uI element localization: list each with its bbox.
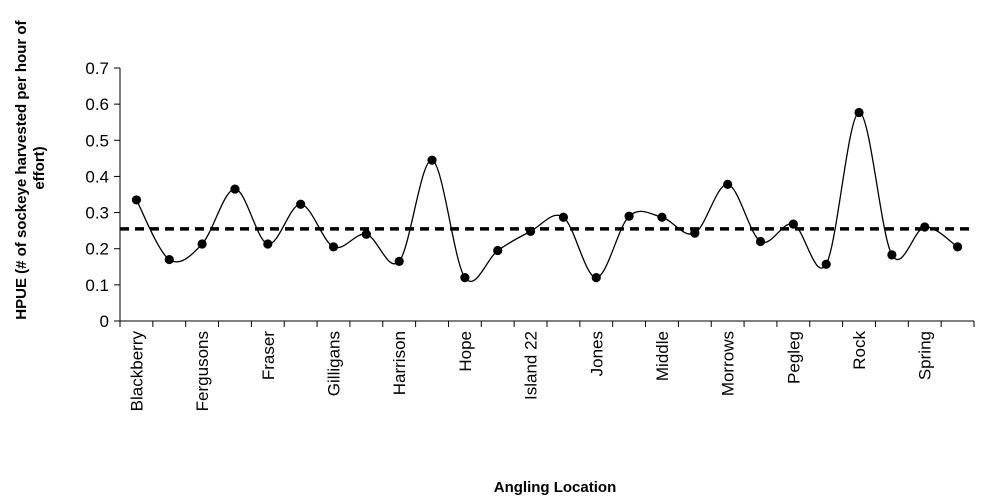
series-layer (135, 111, 958, 282)
data-point (164, 254, 174, 265)
y-tick-label: 0.1 (85, 276, 109, 295)
y-tick-label: 0.2 (85, 240, 109, 259)
data-point (131, 195, 142, 205)
labels-layer: 0 0.1 0.2 0.3 0.4 0.5 0.6 0.7 Blackberry Ferguson… (85, 59, 934, 411)
data-point (657, 212, 667, 222)
x-tick-label: Hope (456, 331, 475, 372)
data-point (460, 273, 470, 283)
x-tick-label: Spring (916, 331, 935, 380)
data-point (788, 219, 798, 229)
y-tick-label: 0.3 (85, 204, 109, 223)
y-axis-title-line-2: effort) (31, 146, 48, 189)
data-point (887, 250, 897, 260)
y-axis-title-line-1: HPUE (# of sockeye harvested per hour of (13, 19, 30, 319)
data-point (755, 236, 766, 247)
data-point (493, 245, 503, 256)
data-point (296, 199, 306, 209)
data-point (558, 212, 569, 222)
x-tick-label: Middle (653, 331, 672, 381)
data-point (361, 229, 371, 239)
data-point (427, 155, 437, 165)
y-axis-title: HPUE (# of sockeye harvested per hour of… (13, 16, 48, 319)
data-point (230, 184, 240, 194)
y-tick-label: 0.4 (85, 167, 109, 186)
data-point (591, 273, 601, 283)
data-point (197, 239, 207, 249)
x-tick-label: Island 22 (522, 331, 541, 400)
x-tick-label: Jones (587, 331, 606, 376)
x-tick-label: Gilligans (325, 331, 344, 396)
y-tick-label: 0 (100, 312, 109, 331)
data-point (821, 259, 831, 269)
data-point (394, 256, 404, 266)
data-point (624, 211, 634, 221)
x-axis-title: Angling Location (494, 479, 616, 496)
data-point (920, 222, 930, 232)
data-point (723, 179, 733, 189)
x-tick-label: Morrows (719, 331, 738, 396)
y-tick-label: 0.5 (85, 131, 109, 150)
data-point (854, 107, 864, 118)
x-tick-label: Pegleg (784, 331, 803, 384)
data-point (952, 242, 963, 252)
data-point (690, 228, 700, 238)
x-tick-label: Blackberry (127, 331, 146, 412)
data-point (525, 226, 536, 236)
x-tick-label: Rock (850, 331, 869, 370)
y-tick-label: 0.6 (85, 95, 109, 114)
hpue-series-line (135, 111, 958, 282)
x-tick-label: Harrison (390, 331, 409, 395)
x-tick-label: Fergusons (193, 331, 212, 411)
data-point (328, 242, 339, 252)
data-point (263, 239, 273, 249)
y-tick-label: 0.7 (85, 59, 109, 78)
x-tick-label: Fraser (259, 331, 278, 380)
points-layer (131, 107, 963, 283)
axes-layer (114, 67, 975, 327)
